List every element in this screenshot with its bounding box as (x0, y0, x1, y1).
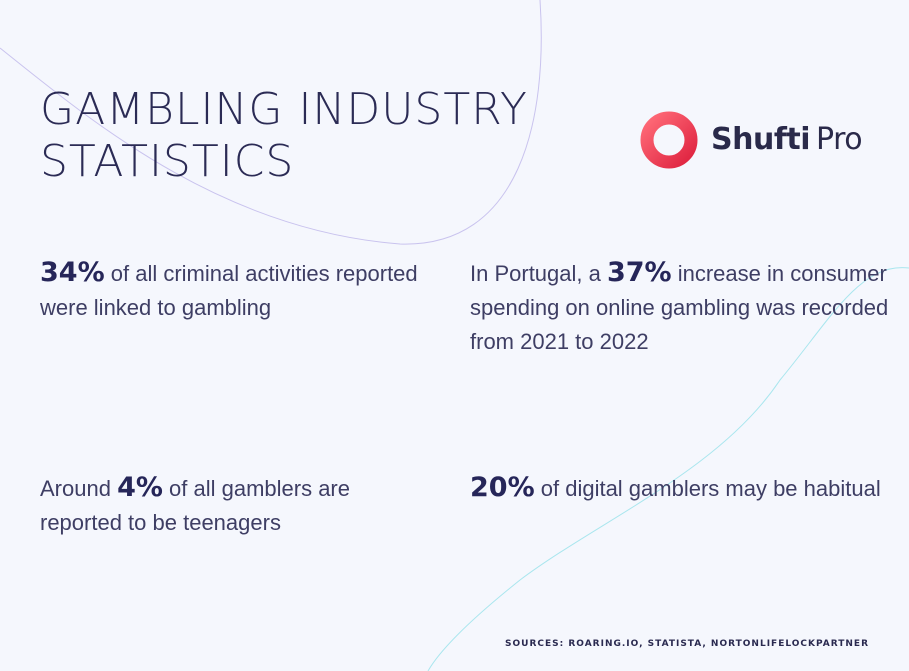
stat-teenage-gamblers: Around 4% of all gamblers are reported t… (40, 471, 430, 540)
stat-value: 34% (40, 257, 105, 288)
stat-value: 20% (470, 472, 535, 503)
sources-footnote: SOURCES: ROARING.IO, STATISTA, NORTONLIF… (505, 639, 869, 649)
stat-suffix: increase in consumer spending on online … (470, 261, 889, 354)
stat-prefix: Around (40, 476, 118, 501)
teal-curve (427, 267, 909, 671)
stat-suffix: of all criminal activities reported were… (40, 261, 418, 320)
logo-name-light: Pro (816, 122, 863, 157)
stat-criminal-activities: 34% of all criminal activities reported … (40, 256, 430, 325)
shufti-pro-ring-icon (640, 111, 698, 169)
stat-prefix: In Portugal, a (470, 261, 607, 286)
title-line-1: GAMBLING INDUSTRY (40, 84, 528, 135)
stat-suffix: of digital gamblers may be habitual (534, 476, 881, 501)
page-title: GAMBLING INDUSTRY STATISTICS (40, 84, 560, 188)
stat-suffix: of all gamblers are reported to be teena… (40, 476, 350, 535)
stat-value: 37% (606, 257, 672, 288)
logo-wordmark: Shufti Pro (711, 120, 863, 160)
shufti-pro-logo: Shufti Pro (639, 108, 863, 172)
purple-curve (0, 0, 542, 245)
logo-name-bold: Shufti (711, 122, 811, 157)
stat-habitual-gamblers: 20% of digital gamblers may be habitual (470, 471, 890, 506)
title-line-2: STATISTICS (40, 136, 295, 187)
stat-portugal-spending: In Portugal, a 37% increase in consumer … (470, 256, 890, 359)
stat-value: 4% (117, 472, 163, 503)
